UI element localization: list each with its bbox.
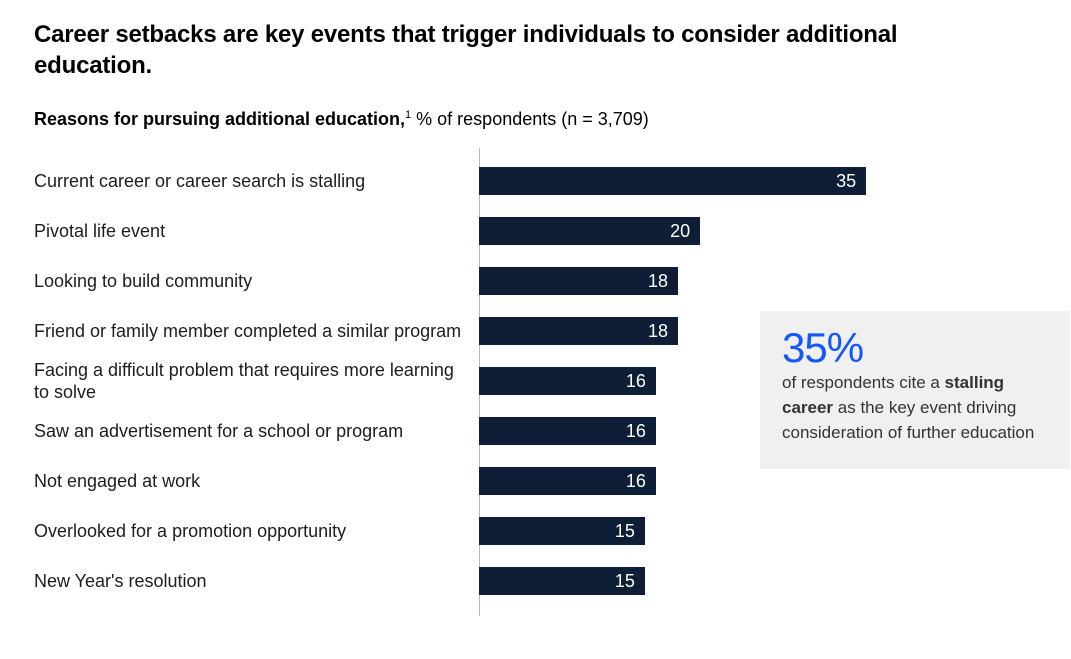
bar: 15 [479, 567, 645, 595]
bar-track: 18 [479, 317, 678, 345]
callout-body-pre: of respondents cite a [782, 373, 945, 392]
bar: 18 [479, 267, 678, 295]
bar-value: 16 [626, 421, 646, 442]
bar-label: Current career or career search is stall… [34, 170, 479, 193]
bar-track: 15 [479, 517, 645, 545]
callout-body: of respondents cite a stalling career as… [782, 371, 1048, 445]
bar: 16 [479, 367, 656, 395]
bar-row: Current career or career search is stall… [34, 156, 1037, 206]
bar-value: 16 [626, 471, 646, 492]
bar-row: Overlooked for a promotion opportunity 15 [34, 506, 1037, 556]
bar-value: 16 [626, 371, 646, 392]
bar-row: Looking to build community 18 [34, 256, 1037, 306]
bar-label: New Year's resolution [34, 570, 479, 593]
bar: 16 [479, 417, 656, 445]
bar: 18 [479, 317, 678, 345]
bar-row: Pivotal life event 20 [34, 206, 1037, 256]
subtitle-rest: % of respondents (n = 3,709) [411, 109, 649, 129]
subtitle-bold: Reasons for pursuing additional educatio… [34, 109, 405, 129]
bar-value: 18 [648, 321, 668, 342]
bar-chart: Current career or career search is stall… [34, 156, 1037, 606]
bar-label: Pivotal life event [34, 220, 479, 243]
bar-track: 18 [479, 267, 678, 295]
bar-value: 35 [836, 171, 856, 192]
bar-track: 35 [479, 167, 866, 195]
bar-value: 15 [615, 571, 635, 592]
bar-value: 18 [648, 271, 668, 292]
chart-subtitle: Reasons for pursuing additional educatio… [34, 109, 1037, 130]
bar-value: 15 [615, 521, 635, 542]
bar-label: Overlooked for a promotion opportunity [34, 520, 479, 543]
bar-label: Not engaged at work [34, 470, 479, 493]
bar-track: 16 [479, 367, 656, 395]
bar: 16 [479, 467, 656, 495]
bar-track: 20 [479, 217, 700, 245]
bar-track: 16 [479, 417, 656, 445]
bar: 35 [479, 167, 866, 195]
bar: 15 [479, 517, 645, 545]
page-title: Career setbacks are key events that trig… [34, 20, 934, 81]
bar-label: Facing a difficult problem that requires… [34, 359, 479, 404]
bar-label: Looking to build community [34, 270, 479, 293]
stat-callout: 35% of respondents cite a stalling caree… [760, 311, 1070, 469]
bar-value: 20 [670, 221, 690, 242]
bar-label: Friend or family member completed a simi… [34, 320, 479, 343]
bar: 20 [479, 217, 700, 245]
bar-row: New Year's resolution 15 [34, 556, 1037, 606]
bar-label: Saw an advertisement for a school or pro… [34, 420, 479, 443]
bar-track: 15 [479, 567, 645, 595]
callout-big-number: 35% [782, 327, 1048, 369]
page: Career setbacks are key events that trig… [0, 0, 1071, 659]
bar-track: 16 [479, 467, 656, 495]
